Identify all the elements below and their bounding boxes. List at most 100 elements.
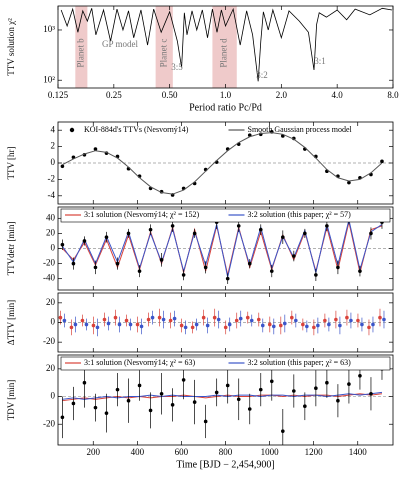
data-point (356, 318, 360, 323)
y-tick-label: 10³ (43, 24, 55, 34)
data-point (225, 276, 230, 281)
data-point (292, 254, 296, 258)
data-point (267, 322, 272, 327)
data-point (60, 242, 65, 247)
data-point (93, 405, 98, 410)
data-point (301, 322, 305, 327)
data-point (126, 398, 131, 403)
y-tick-label: 0 (51, 391, 56, 401)
data-point (358, 269, 362, 273)
y-tick-label: -40 (43, 273, 55, 283)
data-point (104, 235, 109, 239)
data-point (135, 322, 140, 327)
data-point (115, 261, 120, 266)
y-tick-label: -20 (43, 258, 55, 268)
data-point (269, 379, 274, 384)
data-point (371, 322, 375, 327)
y-tick-label: 0 (51, 243, 56, 253)
data-point (305, 324, 309, 329)
legend-label: 3:2 solution (this paper; χ² = 57) (248, 210, 352, 219)
annotation: 3:5 (171, 62, 183, 72)
data-point (249, 318, 254, 323)
data-point (281, 235, 285, 239)
data-point (238, 316, 243, 321)
legend-box (60, 356, 391, 371)
data-point (380, 159, 384, 164)
data-point (360, 322, 364, 327)
data-point (194, 322, 199, 327)
series-line (61, 219, 383, 278)
legend: KOI-884d's TTVs (Nesvorný14) Smooth Gauss… (69, 125, 353, 134)
data-point (312, 325, 316, 330)
data-point (269, 269, 274, 273)
region (212, 6, 237, 88)
data-point (95, 325, 100, 330)
data-point (336, 398, 340, 403)
region-label: Planet b (75, 38, 85, 68)
data-point (367, 325, 371, 330)
data-point (203, 265, 208, 270)
annotation: GP model (102, 39, 138, 49)
data-point (336, 265, 340, 270)
data-point (106, 321, 111, 326)
data-point (58, 315, 63, 320)
data-point (236, 397, 241, 402)
data-point (358, 373, 362, 378)
data-point (150, 315, 155, 320)
data-point (93, 147, 98, 151)
legend-label: Smooth Gaussian process model (248, 125, 353, 134)
y-tick-label: 20 (46, 363, 56, 373)
data-point (203, 419, 208, 424)
x-tick-label: 400 (131, 447, 145, 457)
legend-box (60, 208, 391, 223)
data-point (345, 315, 349, 320)
annotation: 3:2 (256, 70, 268, 80)
data-point (93, 265, 98, 270)
region (75, 6, 88, 88)
data-point (234, 318, 239, 323)
data-point (80, 318, 85, 323)
legend: 3:1 solution (Nesvorný14; χ² = 63) 3:2 so… (60, 356, 391, 371)
annotation: 3:1 (314, 56, 326, 66)
x-tick-label: 8.0 (387, 90, 399, 100)
series-line (62, 391, 383, 400)
data-point (281, 429, 285, 433)
x-axis-label: Time [BJD − 2,454,900] (176, 459, 274, 470)
data-point (148, 227, 153, 232)
data-point (192, 231, 197, 236)
data-point (294, 318, 298, 323)
y-tick-label: -20 (43, 336, 55, 346)
region-label: Planet c (158, 39, 168, 68)
data-point (137, 269, 142, 273)
legend-label: 3:1 solution (Nesvorný14; χ² = 63) (84, 358, 195, 367)
y-axis-label: ΔTTV [min] (6, 300, 16, 345)
x-tick-label: 800 (219, 447, 233, 457)
x-tick-label: 1400 (349, 447, 368, 457)
data-point (258, 227, 263, 232)
y-tick-label: -2 (48, 173, 56, 183)
data-point (378, 315, 382, 320)
data-point (179, 323, 184, 328)
data-point (225, 383, 230, 388)
y-tick-label: -20 (43, 418, 55, 428)
data-point (161, 317, 166, 322)
data-point (181, 273, 186, 277)
x-tick-label: 1000 (261, 447, 280, 457)
y-tick-label: 0 (51, 157, 56, 167)
data-point (84, 322, 89, 327)
data-point (82, 239, 87, 243)
data-point (126, 231, 131, 236)
x-tick-label: 1200 (305, 447, 324, 457)
data-point (223, 325, 228, 330)
data-point (104, 411, 109, 415)
data-point (279, 323, 283, 328)
data-point (117, 322, 122, 327)
data-point (214, 390, 219, 395)
data-point (60, 415, 65, 420)
data-point (146, 317, 151, 322)
data-point (159, 391, 164, 396)
y-tick-label: 2 (51, 141, 56, 151)
y-tick-label: -4 (48, 190, 56, 200)
series-line (62, 132, 383, 195)
data-point (382, 317, 386, 322)
